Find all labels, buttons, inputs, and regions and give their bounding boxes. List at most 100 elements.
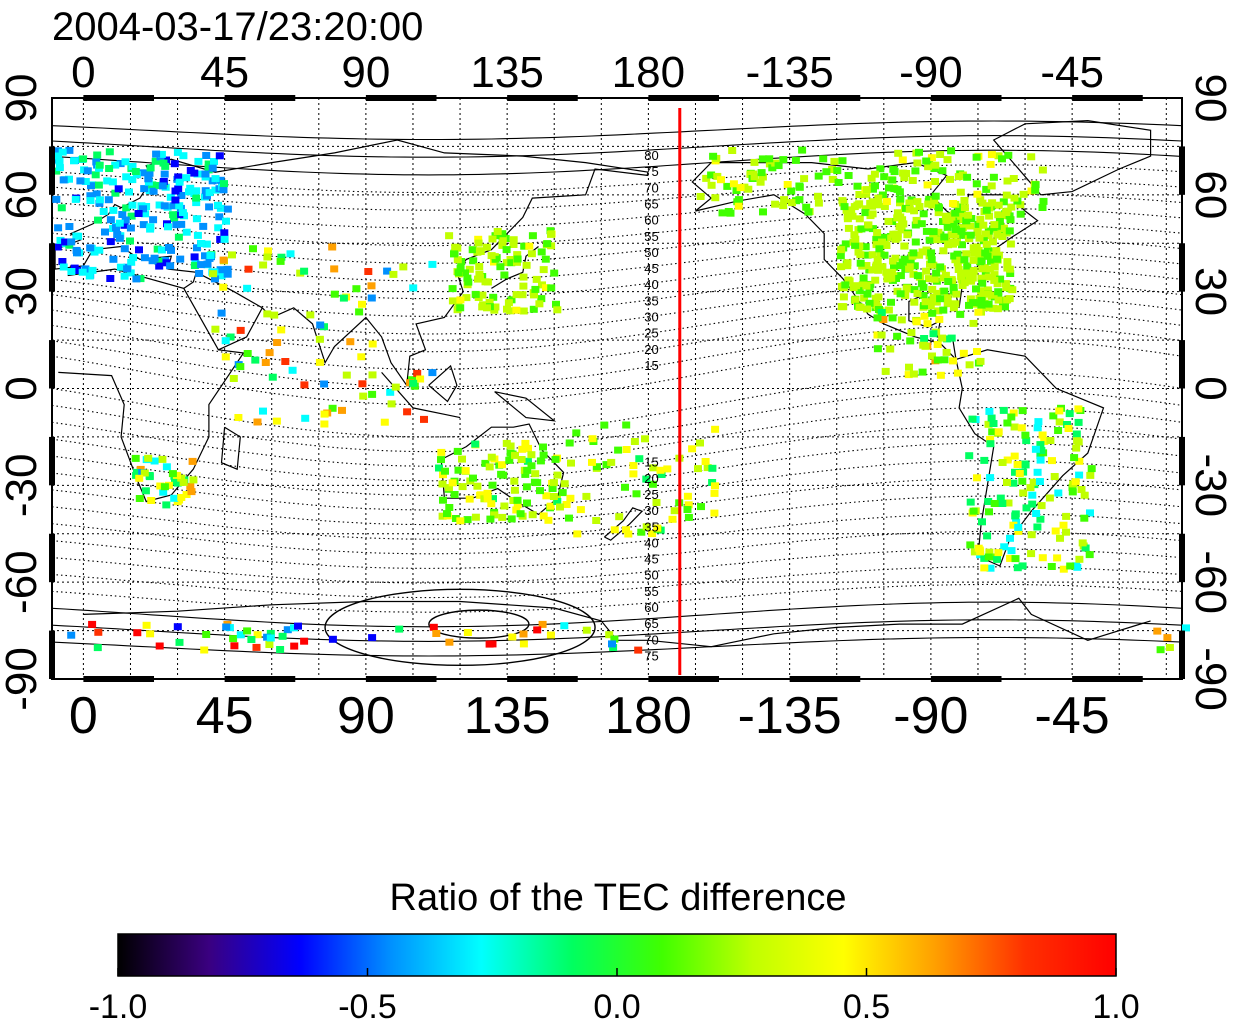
tec-pixel [614, 446, 623, 454]
tec-pixel [1019, 190, 1028, 198]
left-latitude-labels: 90 60 30 0 -30 -60 -90 [0, 74, 46, 711]
tec-pixel [465, 265, 474, 273]
tec-pixel [927, 249, 936, 257]
tec-pixel [503, 305, 511, 313]
tec-pixel [463, 629, 472, 636]
tec-pixel [865, 299, 874, 307]
tec-pixel [982, 240, 991, 248]
tec-pixel [942, 348, 951, 356]
tec-pixel [883, 234, 892, 242]
tec-pixel [106, 238, 115, 246]
tec-pixel [220, 229, 229, 237]
tec-pixel [160, 170, 169, 178]
bottom-longitude-labels: 0 45 90 135 180 -135 -90 -45 [69, 687, 1110, 745]
tec-pixel [1045, 494, 1054, 502]
tec-pixel [905, 205, 914, 213]
tec-pixel [610, 526, 619, 534]
tec-pixel [880, 251, 889, 259]
contour-line [51, 135, 1183, 158]
tec-pixel [791, 156, 800, 164]
contour-label-north: 40 [644, 277, 658, 292]
tec-pixel [696, 193, 705, 200]
tec-pixel [268, 373, 277, 381]
tec-pixel [788, 199, 796, 207]
tec-pixel [1087, 465, 1096, 473]
tec-pixel [833, 167, 842, 175]
tec-pixel [980, 456, 989, 464]
tec-pixel [461, 269, 469, 277]
tec-pixel [441, 467, 449, 475]
tec-pixel [830, 157, 839, 165]
contour-labels: 8075706560555045403530252015152025303540… [644, 148, 658, 663]
tec-pixel [72, 246, 81, 254]
tec-pixel [976, 258, 985, 266]
tec-pixel [300, 267, 309, 275]
tec-pixel [868, 266, 877, 274]
tec-pixel [959, 231, 968, 239]
tec-pixel [513, 251, 522, 259]
tec-pixel [734, 202, 743, 210]
tec-pixel [541, 255, 550, 263]
tec-pixel [197, 261, 206, 269]
tec-pixel [984, 498, 993, 505]
coastline [494, 391, 557, 422]
tec-pixel [932, 269, 941, 277]
tec-pixel [998, 233, 1007, 240]
tec-pixel [765, 160, 774, 168]
tec-pixel [972, 180, 981, 188]
tec-pixel [300, 637, 309, 645]
tec-pixel [988, 199, 997, 207]
tec-pixel [1006, 554, 1015, 562]
tec-pixel [875, 245, 884, 253]
contour-label-north: 45 [644, 261, 658, 276]
tec-pixel [853, 182, 862, 190]
tec-pixel [857, 225, 866, 233]
tec-pixel [933, 236, 942, 244]
tec-pixel [908, 177, 917, 184]
contour-line [51, 149, 1183, 176]
tec-pixel [688, 445, 697, 453]
tec-pixel [471, 440, 480, 448]
tec-pixel [488, 481, 497, 489]
tec-pixel [219, 283, 228, 291]
tec-pixel [733, 198, 742, 206]
tec-pixel [133, 629, 142, 637]
tec-pixel [711, 482, 719, 490]
tec-pixel [286, 250, 295, 258]
tec-pixel [838, 157, 847, 165]
tec-pixel [139, 221, 148, 229]
tec-pixel [1003, 479, 1011, 486]
tec-pixel [553, 471, 562, 479]
tec-pixel [844, 224, 853, 232]
tec-pixel [186, 482, 195, 490]
tec-pixel [635, 455, 644, 463]
tec-pixel [547, 284, 556, 292]
tec-pixel [150, 254, 159, 262]
tec-pixel [983, 290, 992, 298]
tec-pixel [208, 164, 217, 172]
tec-pixel [171, 187, 180, 195]
tec-pixel [648, 480, 657, 488]
tec-pixel [116, 263, 125, 271]
top-longitude-labels: 0 45 90 135 180 -135 -90 -45 [71, 48, 1104, 97]
tec-pixel [928, 352, 936, 360]
tec-pixel [99, 208, 108, 215]
tec-pixel [990, 251, 999, 259]
tec-pixel [253, 418, 262, 426]
tec-pixel [489, 495, 497, 503]
tec-pixel [223, 205, 232, 213]
tec-pixel [855, 215, 864, 223]
tec-pixel [1002, 209, 1011, 216]
tec-pixel [249, 245, 257, 253]
tec-pixel [556, 503, 564, 511]
tec-pixel [413, 369, 422, 377]
tec-pixel [146, 223, 155, 231]
coastline [428, 364, 458, 403]
tec-pixel [915, 203, 924, 210]
tec-pixel [990, 276, 999, 284]
tec-pixel [984, 420, 993, 428]
tec-pixel [106, 275, 115, 282]
tec-pixel [723, 182, 732, 190]
tec-pixel [546, 502, 555, 510]
tec-pixel [588, 435, 597, 443]
